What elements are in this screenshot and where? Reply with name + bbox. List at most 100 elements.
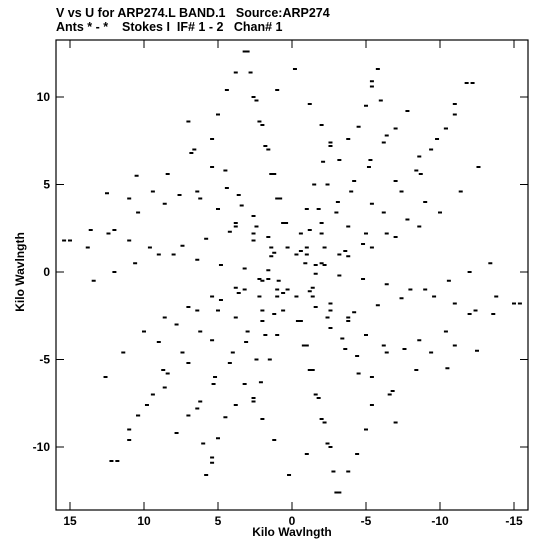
uv-point (452, 302, 457, 305)
x-tick-label: 5 (215, 514, 222, 528)
uv-point (266, 278, 271, 280)
uv-point (269, 173, 274, 175)
uv-point (405, 110, 410, 112)
uv-point (216, 208, 220, 210)
uv-point (337, 274, 342, 277)
uv-point (310, 369, 315, 371)
uv-point (236, 194, 241, 196)
uv-point (272, 439, 277, 441)
uv-point (281, 222, 286, 224)
uv-point (162, 386, 167, 389)
uv-point (369, 80, 374, 83)
uv-point (266, 236, 271, 238)
uv-point (150, 190, 155, 193)
uv-point (223, 169, 228, 172)
uv-point (304, 253, 309, 256)
uv-point (186, 120, 191, 123)
x-tick-label: -10 (431, 514, 449, 528)
uv-point (349, 190, 354, 193)
uv-point (375, 68, 380, 70)
uv-point (272, 313, 277, 315)
uv-point (254, 99, 259, 102)
uv-point (399, 190, 404, 193)
uv-point (356, 125, 361, 128)
uv-point (355, 355, 360, 357)
uv-point (328, 446, 333, 448)
uv-point (115, 460, 120, 462)
uv-point (147, 246, 152, 249)
uv-point (251, 239, 256, 242)
uv-point (142, 330, 146, 333)
uv-point (313, 264, 318, 266)
uv-point (464, 82, 469, 84)
uv-point (322, 421, 327, 424)
uv-point (331, 470, 336, 473)
uv-point (233, 222, 238, 224)
uv-point (106, 232, 111, 235)
data-points (62, 50, 522, 494)
uv-point (337, 253, 342, 256)
uv-point (224, 187, 229, 189)
uv-point (263, 145, 268, 147)
uv-point (313, 393, 318, 396)
uv-point (364, 428, 368, 431)
uv-point (91, 279, 96, 282)
uv-point (242, 267, 247, 270)
uv-point (248, 71, 253, 74)
uv-point (337, 159, 342, 161)
uv-point (195, 407, 200, 410)
uv-point (269, 255, 274, 258)
uv-point (257, 278, 262, 280)
uv-point (405, 218, 410, 221)
uv-point (281, 309, 286, 312)
uv-point (452, 103, 457, 105)
uv-point (328, 302, 333, 305)
uv-point (334, 491, 339, 494)
uv-point (245, 50, 250, 53)
uv-point (334, 211, 339, 214)
uv-point (162, 202, 167, 205)
uv-point (186, 414, 191, 417)
x-tick-label: -5 (361, 514, 372, 528)
uv-point (361, 243, 366, 245)
uv-point (242, 288, 247, 291)
uv-point (218, 264, 223, 266)
uv-point (213, 376, 218, 378)
uv-point (346, 316, 351, 319)
uv-point (275, 288, 280, 291)
uv-point (375, 304, 380, 307)
uv-point (384, 134, 389, 137)
uv-point (266, 148, 271, 151)
uv-point (260, 279, 265, 282)
uv-point (171, 253, 176, 256)
uv-point (174, 323, 179, 326)
uv-point (242, 50, 247, 53)
uv-point (272, 173, 277, 175)
uv-point (210, 456, 215, 459)
uv-point (284, 222, 289, 224)
uv-point (210, 138, 215, 140)
uv-point (393, 127, 398, 130)
uv-point (276, 279, 281, 282)
uv-point (322, 246, 327, 249)
uv-point (189, 152, 194, 154)
uv-point (195, 258, 200, 261)
y-tick-label: -5 (39, 353, 50, 367)
uv-point (458, 190, 463, 193)
uv-point (177, 194, 182, 196)
uv-point (195, 309, 200, 312)
uv-point (384, 351, 389, 354)
uv-point (174, 432, 179, 434)
uv-point (364, 104, 368, 107)
uv-point (446, 279, 451, 282)
uv-point (281, 292, 286, 294)
uv-point (384, 283, 389, 286)
uv-point (364, 232, 368, 235)
y-tick-label: 0 (43, 265, 50, 279)
uv-point (325, 183, 330, 186)
uv-point (180, 351, 185, 354)
uv-point (180, 244, 185, 247)
uv-point (275, 89, 280, 91)
uv-point (198, 400, 203, 403)
uv-point (328, 145, 333, 147)
